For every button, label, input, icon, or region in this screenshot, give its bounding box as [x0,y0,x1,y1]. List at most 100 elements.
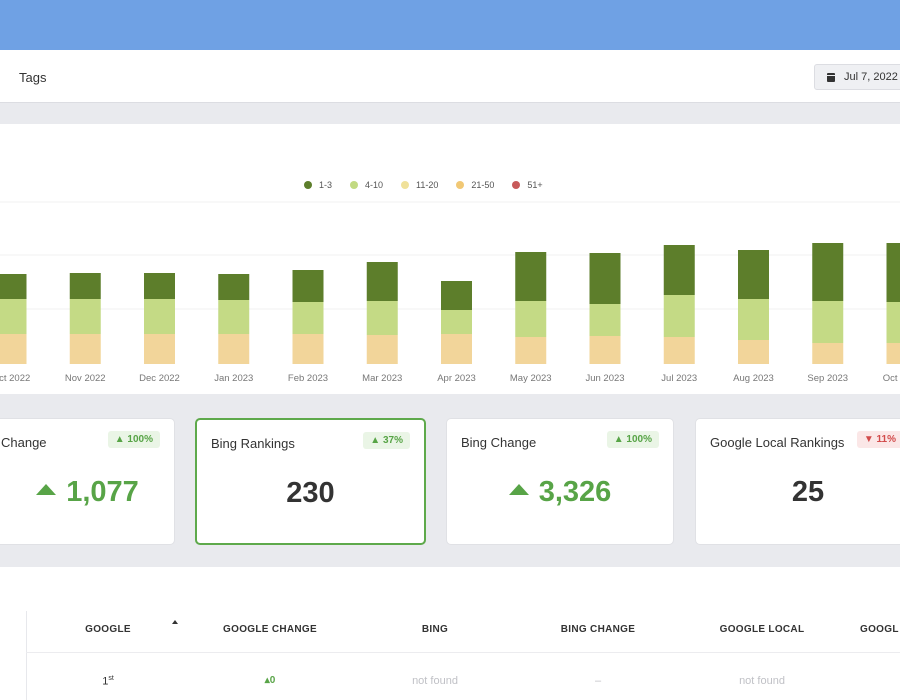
bar-segment-21-50[interactable] [292,334,324,364]
bar-segment-21-50[interactable] [144,334,175,364]
legend-item-21-50[interactable]: 21-50 [456,180,494,190]
legend-item-1-3[interactable]: 1-3 [304,180,332,190]
stat-card-google-local-rankings[interactable]: Google Local Rankings ▼ 11% 25 [695,418,900,545]
bar-segment-21-50[interactable] [218,334,250,364]
column-header-bing-change[interactable]: BING CHANGE [560,624,636,635]
cell-bing: not found [412,675,458,687]
stat-value-text: 1,077 [66,476,139,508]
cell-google-local: not found [739,675,785,687]
bar-segment-4-10[interactable] [886,302,900,343]
column-header-google-overflow[interactable]: GOOGL [860,624,899,635]
date-picker-button[interactable]: Jul 7, 2022 [814,64,900,90]
stat-change-badge: ▲ 37% [363,432,410,449]
cell-google-change: ▴0 [264,675,276,686]
bar-segment-1-3[interactable] [292,270,324,302]
bar-segment-4-10[interactable] [812,301,844,343]
stat-value-text: 25 [791,476,825,508]
legend-label: 1-3 [319,180,333,190]
bar-segment-1-3[interactable] [589,253,621,304]
bar-segment-21-50[interactable] [738,340,769,364]
top-app-bar [0,0,900,50]
legend-label: 4-10 [365,180,384,190]
legend-dot [350,181,359,189]
x-tick-label: Oct 2022 [0,373,30,384]
bar-segment-1-3[interactable] [886,243,900,302]
table-row-divider [26,652,900,653]
stat-badge-value: 100% [626,434,652,445]
sort-asc-icon[interactable] [172,620,178,624]
filter-toolbar: Tags Jul 7, 2022 [0,50,900,103]
bar-segment-4-10[interactable] [366,301,398,335]
legend-item-11-20[interactable]: 11-20 [401,180,438,190]
arrow-up-icon [508,484,529,495]
rankings-bar-chart: Oct 2022 Nov 2022 Dec 2022 Jan 2023 Feb 2023… [0,201,900,384]
bar-segment-1-3[interactable] [366,262,398,301]
bar-segment-21-50[interactable] [366,335,398,364]
stat-change-badge: ▲ 100% [107,431,160,448]
bar-segment-21-50[interactable] [663,337,695,364]
bar-segment-21-50[interactable] [0,334,27,364]
bar-segment-4-10[interactable] [515,301,547,337]
bar-segment-1-3[interactable] [218,274,250,300]
bar-segment-21-50[interactable] [589,336,621,364]
stat-value-text: 3,326 [538,476,612,508]
rank-ordinal: st [108,675,114,682]
stat-title: Bing Rankings [211,436,295,451]
legend-label: 51+ [527,180,543,190]
bar-segment-1-3[interactable] [69,273,101,299]
cell-google-rank: 1st [88,675,128,688]
bar-segment-4-10[interactable] [218,300,250,334]
bar-segment-4-10[interactable] [441,310,472,334]
column-header-bing[interactable]: BING [421,624,449,635]
column-header-google[interactable]: GOOGLE [85,624,131,635]
legend-dot [401,181,410,189]
bar-segment-21-50[interactable] [69,334,101,364]
bar-segment-1-3[interactable] [663,245,695,295]
bar-segment-21-50[interactable] [515,337,547,364]
x-tick-label: Apr 2023 [437,373,476,384]
x-tick-label: Jan 2023 [214,373,253,384]
cell-bing-change: – [594,675,602,687]
legend-dot [456,181,465,189]
x-tick-label: Jun 2023 [585,373,624,384]
legend-dot [512,181,521,189]
legend-item-51-plus[interactable]: 51+ [512,180,543,190]
bar-segment-4-10[interactable] [589,304,621,336]
rankings-table: GOOGLE GOOGLE CHANGE BING BING CHANGE GO… [0,567,900,700]
x-tick-label: Jul 2023 [661,373,697,384]
column-header-google-change[interactable]: GOOGLE CHANGE [223,624,317,635]
bar-segment-1-3[interactable] [812,243,844,301]
bar-segment-4-10[interactable] [69,299,101,334]
bar-segment-1-3[interactable] [0,274,27,299]
stat-value: 25 [696,476,900,509]
stat-card-bing-change[interactable]: Bing Change ▲ 100% 3,326 [446,418,674,545]
bar-segment-21-50[interactable] [812,343,844,364]
date-label: Jul 7, 2022 [844,71,898,83]
rank-value: 1 [102,675,109,688]
bar-segment-1-3[interactable] [738,250,769,299]
chart-legend: 1-3 4-10 11-20 21-50 51+ [304,180,543,190]
legend-item-4-10[interactable]: 4-10 [350,180,383,190]
bar-segment-4-10[interactable] [738,299,769,340]
stat-badge-value: 37% [382,435,403,446]
bar-segment-21-50[interactable] [886,343,900,364]
bar-segment-21-50[interactable] [441,334,472,364]
stat-card-google-change[interactable]: Change ▲ 100% 1,077 [0,418,175,545]
column-header-google-local[interactable]: GOOGLE LOCAL [719,624,805,635]
bar-segment-1-3[interactable] [515,252,547,301]
stat-change-badge: ▼ 11% [856,431,900,448]
bar-segment-4-10[interactable] [292,302,324,334]
tags-filter[interactable]: Tags [19,70,47,85]
x-tick-label: Mar 2023 [362,373,402,384]
bar-segment-4-10[interactable] [0,299,27,334]
stat-change-badge: ▲ 100% [606,431,659,448]
bar-segment-1-3[interactable] [144,273,175,299]
table-column-divider [26,611,27,700]
bar-segment-1-3[interactable] [441,281,472,310]
bar-segment-4-10[interactable] [144,299,175,334]
bar-segment-4-10[interactable] [663,295,695,337]
calendar-icon [827,72,835,82]
stat-title: Google Local Rankings [710,435,845,450]
x-tick-label: May 2023 [510,373,552,384]
stat-card-bing-rankings[interactable]: Bing Rankings ▲ 37% 230 [195,418,426,545]
